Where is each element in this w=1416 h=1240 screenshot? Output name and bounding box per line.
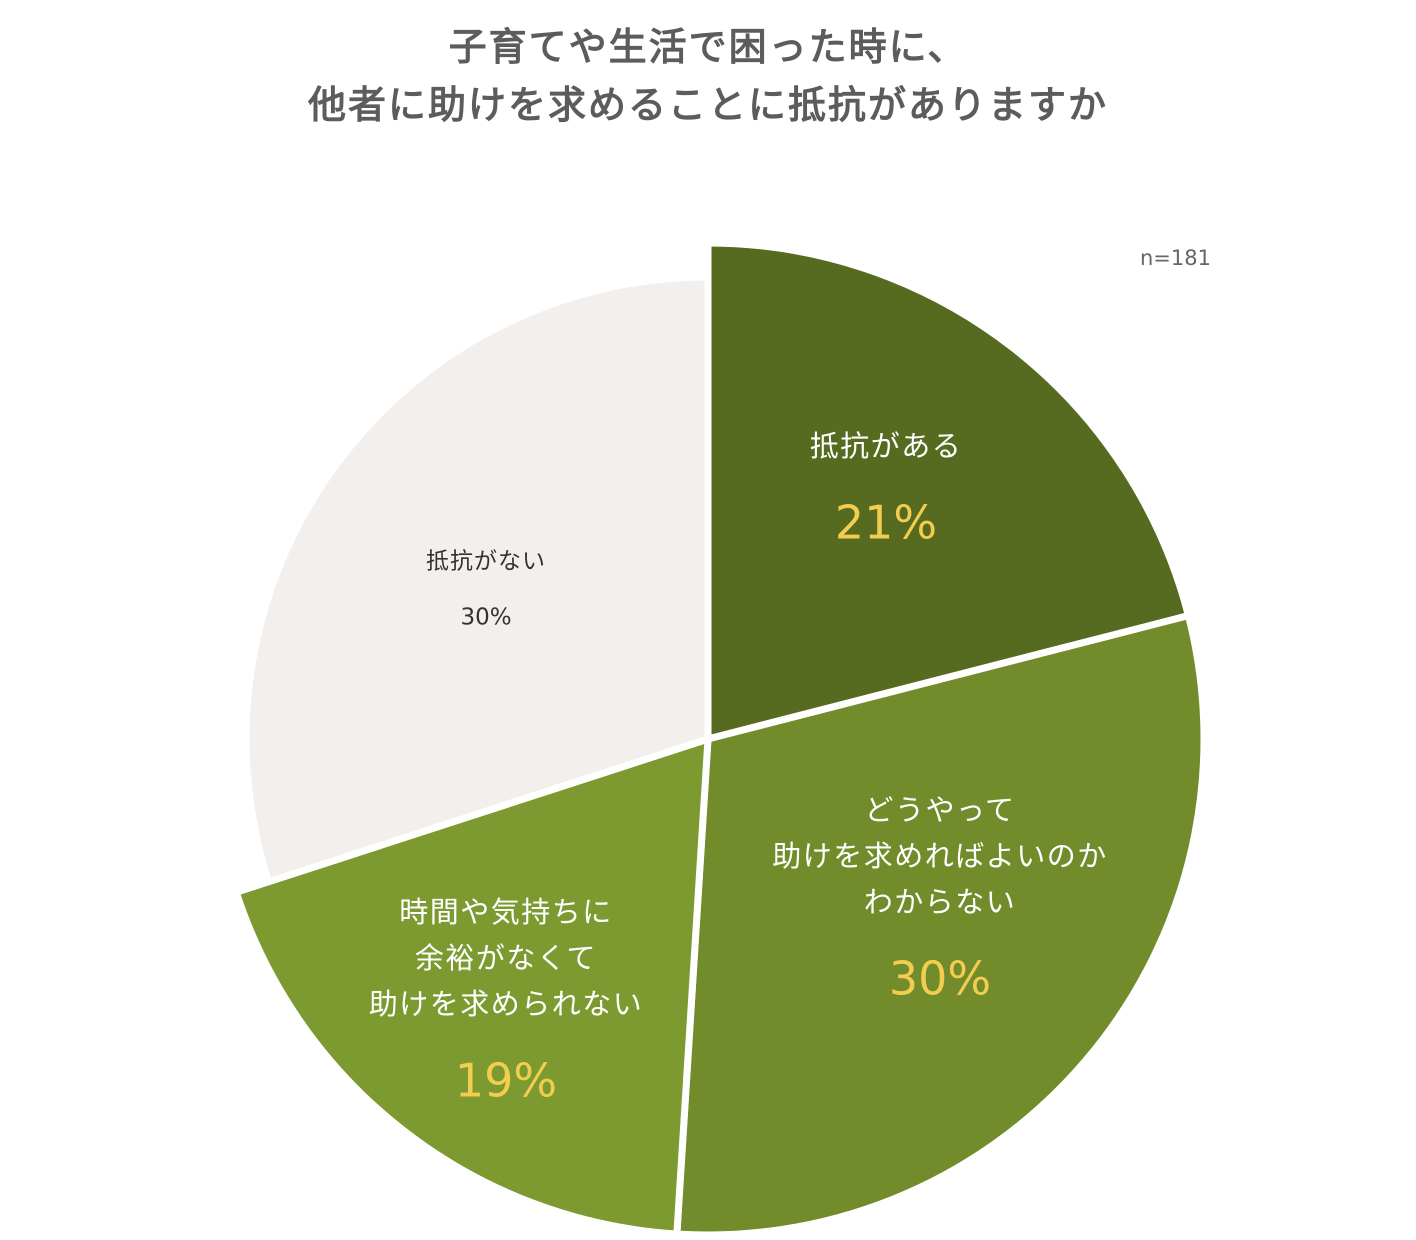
pie-slice-2 [673,611,1208,1239]
slice-value-2: 30% [889,952,991,1006]
slice-label-1-line-1: 抵抗がある [810,429,963,463]
chart-title-line-2: 他者に助けを求めることに抵抗がありますか [307,83,1108,127]
pie-slice-4 [242,273,712,887]
slice-label-group-4: 抵抗がない 30% [426,549,546,631]
chart-title-line-1: 子育てや生活で困った時に、 [448,25,968,69]
slice-label-3-line-1: 時間や気持ちに [399,895,613,929]
slice-label-2-line-2: 助けを求めればよいのか [772,839,1108,873]
pie-slice-1 [704,239,1193,744]
slice-label-2-line-3: わからない [864,885,1017,919]
pie-slice-3 [231,734,712,1238]
slice-label-2-line-1: どうやって [864,793,1015,827]
slice-value-3: 19% [455,1054,557,1108]
sample-size-label: n=181 [1140,246,1211,270]
chart-title: 子育てや生活で困った時に、 他者に助けを求めることに抵抗がありますか [0,18,1416,134]
slice-label-4-line-1: 抵抗がない [426,549,546,575]
slice-label-3-line-3: 助けを求められない [369,987,644,1021]
slice-value-1: 21% [835,496,937,550]
slice-label-group-1: 抵抗がある 21% [810,429,963,550]
slice-label-3-line-2: 余裕がなくて [415,941,597,975]
slice-value-4: 30% [460,605,511,631]
